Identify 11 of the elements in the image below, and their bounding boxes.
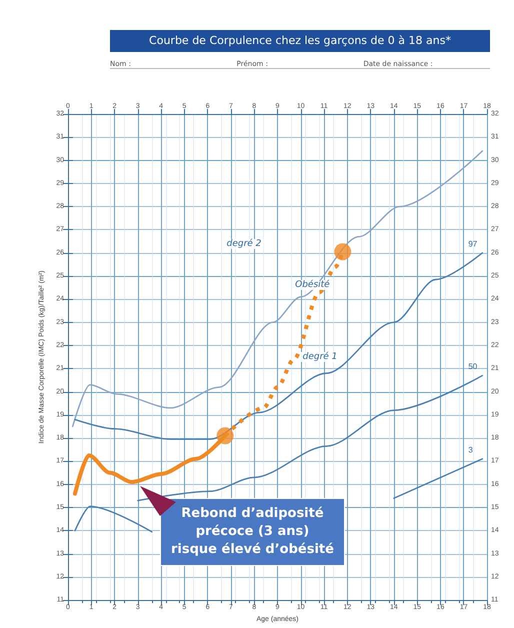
annotation: Obésité bbox=[293, 280, 332, 290]
series-label: 97 bbox=[468, 239, 478, 248]
annotation: Rebond d’adiposité précoce (3 ans) risque élevé d’obésité bbox=[160, 498, 345, 566]
series-label: 3 bbox=[468, 445, 474, 454]
line-series bbox=[74, 252, 484, 440]
line-series bbox=[137, 374, 484, 502]
chart-title: Courbe de Corpulence chez les garçons de 0 à 18 ans* bbox=[110, 30, 490, 52]
line-series bbox=[72, 150, 484, 428]
annotation: degré 2 bbox=[224, 239, 264, 249]
series-label: 50 bbox=[468, 362, 478, 372]
annotation: degré 1 bbox=[300, 352, 340, 362]
